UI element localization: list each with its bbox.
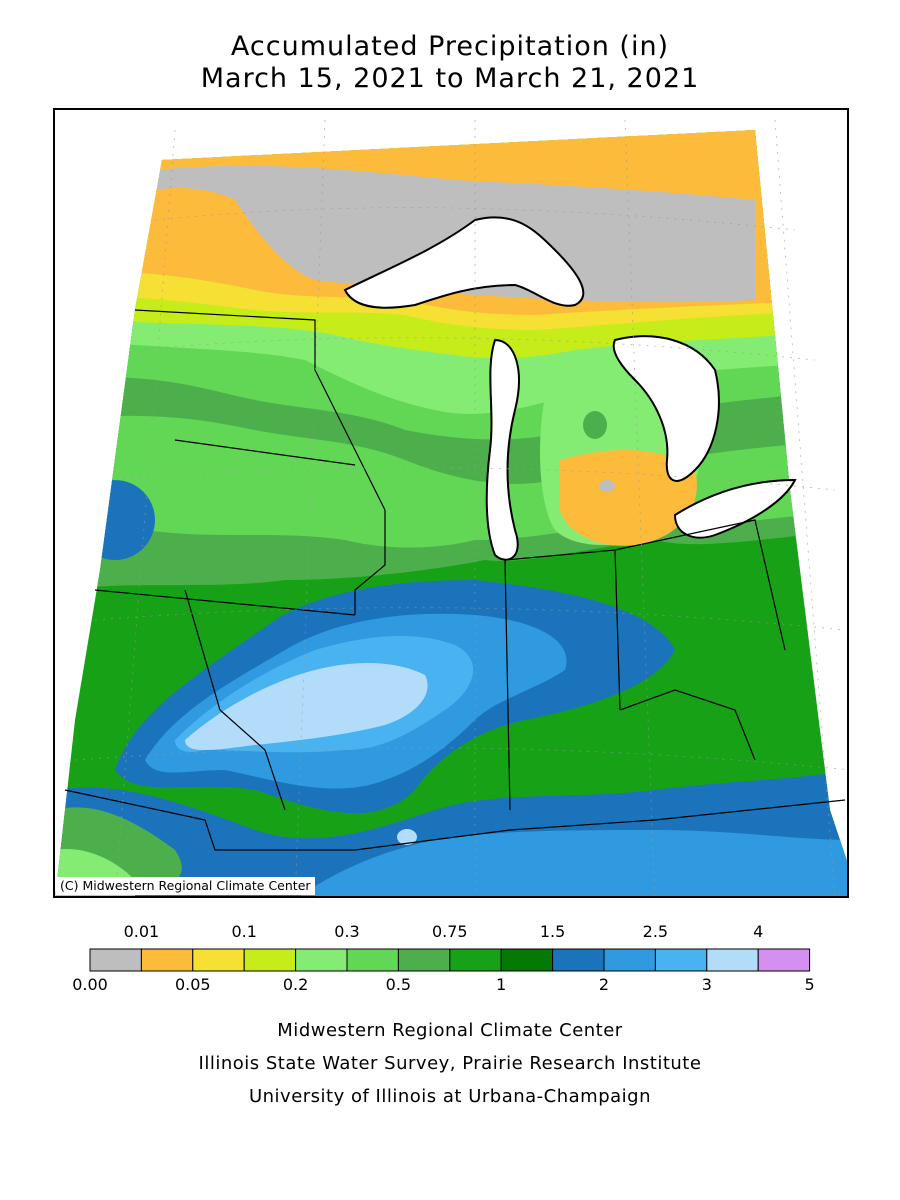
legend-swatch: [295, 948, 348, 972]
legend-top-tick-label: 0.3: [334, 922, 360, 941]
legend-swatch: [603, 948, 656, 972]
legend-bottom-tick-label: 0.00: [72, 975, 108, 994]
legend-swatch: [346, 948, 399, 972]
lake-erie: [673, 478, 797, 539]
legend-top-tick-label: 0.75: [431, 922, 468, 941]
map-date-range: March 15, 2021 to March 21, 2021: [200, 63, 700, 94]
legend-bottom-tick-label: 3: [701, 975, 712, 994]
lake-huron: [612, 335, 720, 482]
legend-bottom-tick-label: 0.5: [385, 975, 412, 994]
state-boundaries: [64, 309, 846, 851]
legend-bottom-tick-label: 0.05: [174, 975, 211, 994]
legend-top-tick-label: 4: [753, 922, 764, 941]
legend-swatch: [397, 948, 451, 972]
legend-swatch: [192, 948, 245, 972]
legend-bottom-tick-label: 5: [804, 975, 815, 994]
legend-bottom-tick-label: 2: [598, 975, 610, 994]
legend-top-tick-label: 1.5: [539, 922, 566, 941]
map-title: Accumulated Precipitation (in): [230, 31, 670, 62]
legend-color-bar: [89, 948, 811, 972]
legend-swatch: [449, 948, 502, 972]
lake-michigan: [485, 338, 520, 561]
legend-swatch: [757, 948, 811, 972]
legend-bottom-tick-label: 0.2: [282, 975, 309, 994]
footer-line2: Illinois State Water Survey, Prairie Res…: [198, 1053, 702, 1074]
legend-swatch: [500, 948, 554, 972]
legend-swatch: [89, 948, 142, 972]
legend-swatch: [654, 948, 708, 972]
copyright-notice: (C) Midwestern Regional Climate Center: [56, 877, 315, 895]
legend-swatch: [552, 948, 605, 972]
legend-top-tick-label: 0.1: [231, 922, 257, 941]
legend-swatch: [140, 948, 194, 972]
footer-line3: University of Illinois at Urbana-Champai…: [248, 1086, 652, 1107]
footer-line1: Midwestern Regional Climate Center: [277, 1020, 623, 1041]
lake-superior: [343, 216, 585, 309]
legend-swatch: [706, 948, 759, 972]
legend-swatch: [243, 948, 297, 972]
great-lakes: [343, 216, 797, 561]
map-canvas: [55, 119, 847, 896]
legend-top-tick-label: 2.5: [642, 922, 669, 941]
lat-lon-grid: [74, 119, 847, 896]
legend-top-tick-label: 0.01: [123, 922, 160, 941]
legend-bottom-tick-label: 1: [496, 975, 507, 994]
precipitation-map: (C) Midwestern Regional Climate Center: [53, 108, 849, 898]
precipitation-legend: 0.01 0.1 0.3 0.75 1.5 2.5 4 0.00 0.05 0.2 0.5 1 2 3 5: [60, 920, 840, 1010]
